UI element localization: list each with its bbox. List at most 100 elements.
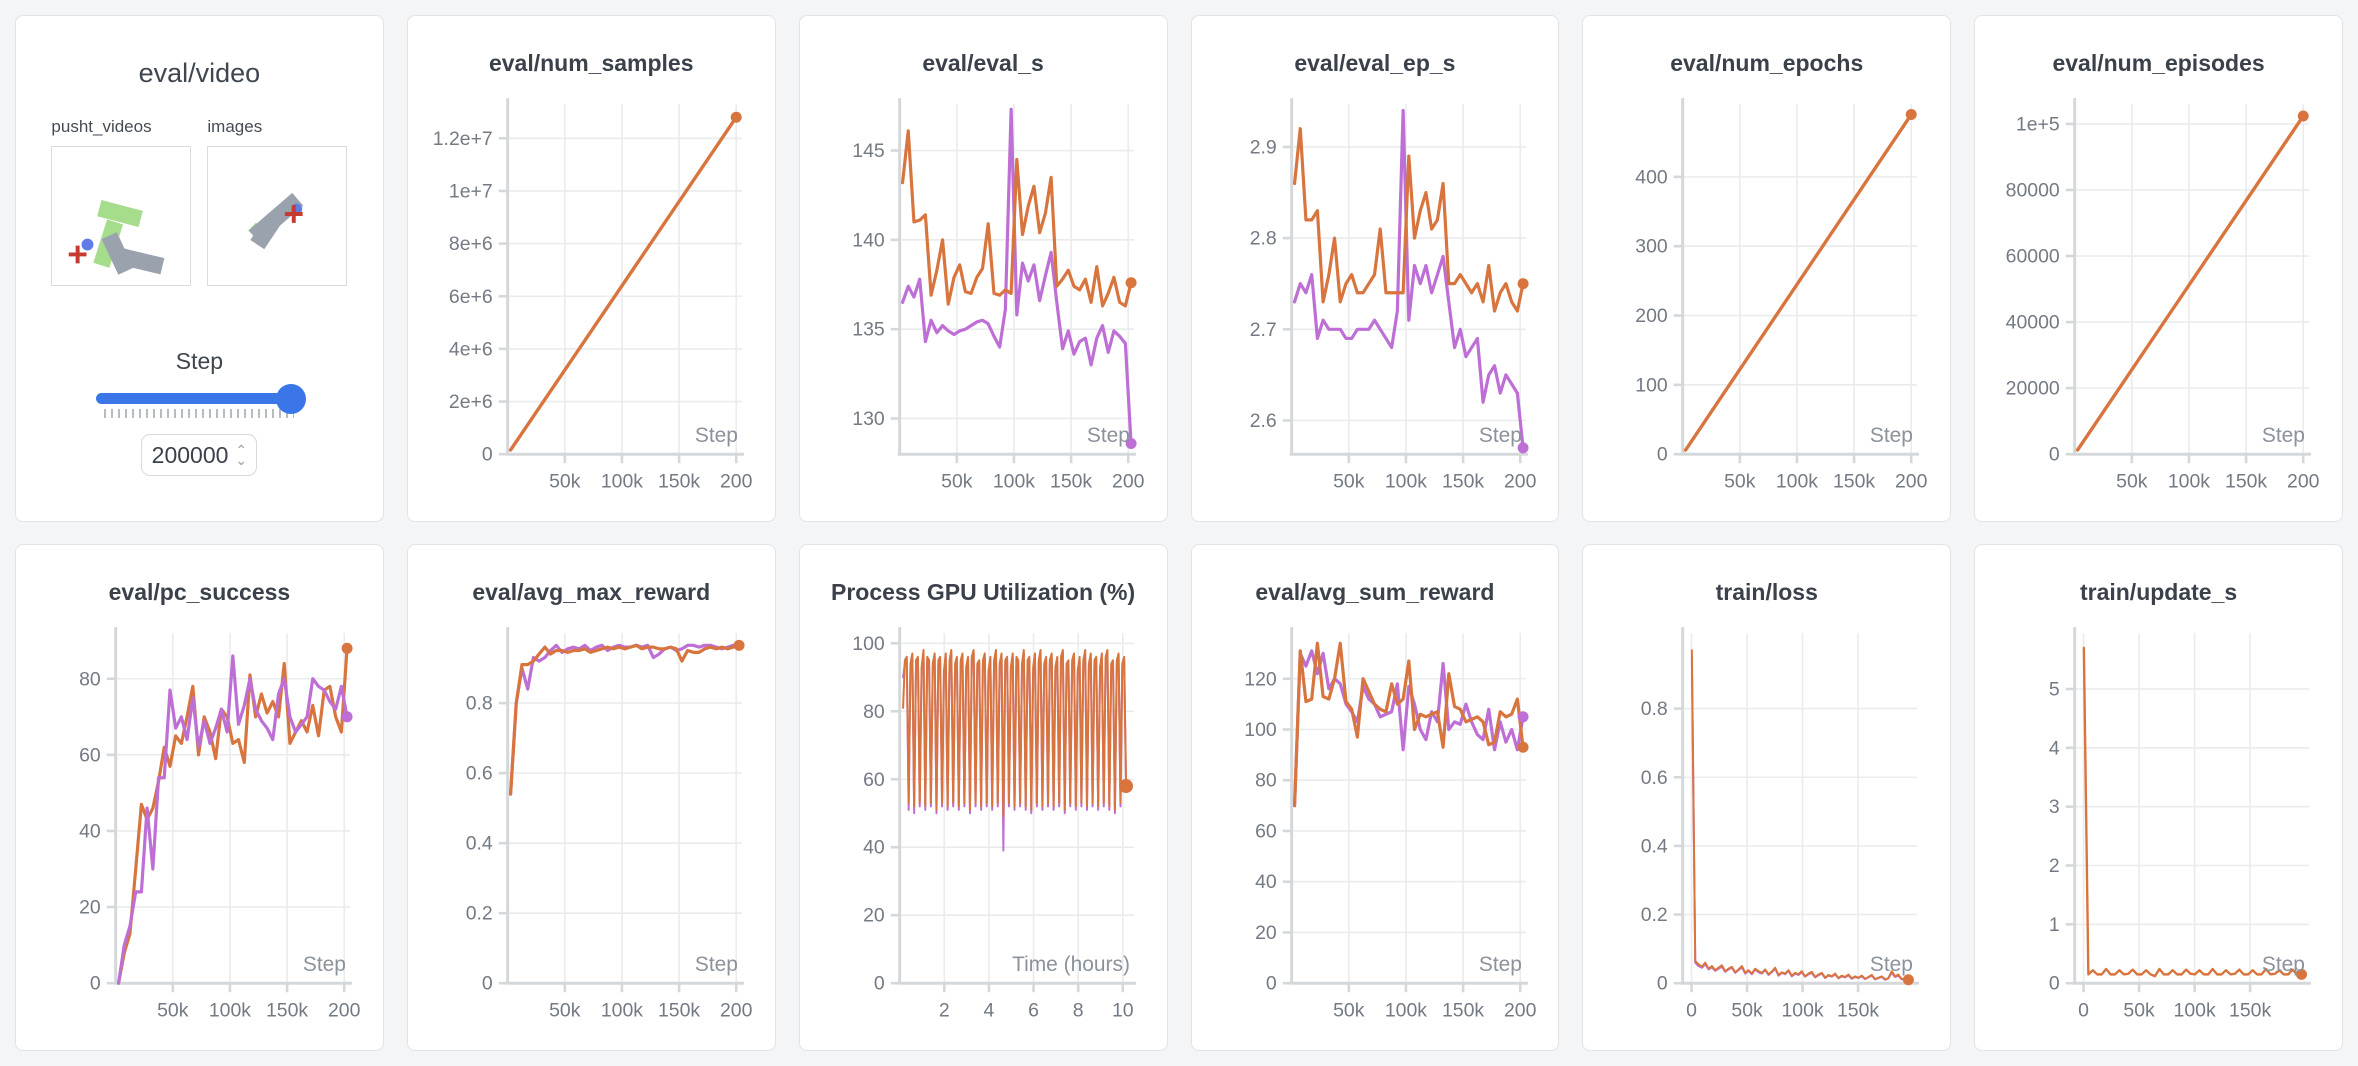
x-tick-label: 100k xyxy=(1776,470,1818,492)
x-tick-label: 200 xyxy=(1503,470,1536,492)
chart-title: eval/num_epochs xyxy=(1670,50,1864,76)
y-tick-label: 2.8 xyxy=(1249,227,1276,249)
pusht-video-thumbnail[interactable] xyxy=(51,146,192,286)
pusht-video-frame xyxy=(69,200,165,275)
step-number-input[interactable]: 200000 ⌃ ⌄ xyxy=(141,434,258,476)
chart-canvas[interactable]: 50k 100k 150k 200 0 20 40 60 80 Step xyxy=(16,607,383,1050)
chart-canvas[interactable]: 50k 100k 150k 200 130 135 140 145 Step xyxy=(800,78,1167,521)
step-slider[interactable] xyxy=(96,383,307,418)
y-tick-label: 130 xyxy=(852,408,885,430)
panel-eval-num-samples: eval/num_samples 50k 100k 150k 200 0 2e+6 4e+6 6… xyxy=(406,15,776,522)
y-tick-label: 145 xyxy=(852,140,885,162)
axes xyxy=(1674,97,1920,463)
x-tick-label: 50k xyxy=(1333,999,1365,1021)
series-end-dot-orange-run xyxy=(733,639,745,651)
x-axis-title: Step xyxy=(1870,424,1913,447)
y-tick-label: 0.2 xyxy=(466,902,493,924)
gridlines xyxy=(2074,632,2310,984)
x-axis-title: Step xyxy=(1478,953,1521,976)
step-slider-label: Step xyxy=(175,348,224,374)
chart-title: train/loss xyxy=(1715,579,1818,605)
y-tick-label: 100 xyxy=(852,632,885,654)
series-end-dot-purple-run xyxy=(1517,710,1529,722)
x-tick-label: 100k xyxy=(2174,999,2216,1021)
series-line-purple-run xyxy=(1292,108,1525,449)
panel-train-loss: train/loss 0 50k 100k 150k 0 0.2 0.4 0.6 0.8 Step xyxy=(1582,544,1952,1051)
y-tick-label: 300 xyxy=(1636,235,1669,257)
series-line-orange-run xyxy=(116,646,349,985)
images-column: images xyxy=(207,117,348,286)
chart-canvas[interactable]: 50k 100k 150k 200 0 20000 40000 60000 80000 1e+5 S… xyxy=(1975,78,2342,521)
spinner-up-icon[interactable]: ⌃ xyxy=(235,442,248,458)
series-line-orange-run xyxy=(2082,646,2303,977)
y-tick-label: 0 xyxy=(1657,443,1668,465)
images-thumbnail[interactable] xyxy=(207,146,348,286)
series-end-dots xyxy=(1125,276,1137,449)
x-tick-label: 100k xyxy=(209,999,251,1021)
x-tick-label: 50k xyxy=(157,999,189,1021)
y-tick-label: 80 xyxy=(1255,769,1277,791)
chart-canvas[interactable]: 50k 100k 150k 200 0 20 40 60 80 100 120 Step xyxy=(1192,607,1559,1050)
series-end-dots xyxy=(341,642,353,722)
series-line-orange-run xyxy=(901,648,1127,818)
x-tick-label: 150k xyxy=(2229,999,2271,1021)
series-end-dot-orange-run xyxy=(1903,973,1915,985)
series-end-dots xyxy=(1906,108,1918,120)
green-tee-bar xyxy=(97,200,144,228)
y-tick-label: 60 xyxy=(79,744,101,766)
y-tick-label: 2 xyxy=(2049,855,2060,877)
gray-tee-stem xyxy=(250,213,283,250)
x-axis-title: Step xyxy=(695,424,738,447)
x-tick-label: 200 xyxy=(1895,470,1928,492)
axes xyxy=(498,97,744,463)
series-end-dots xyxy=(2297,110,2309,122)
chart-canvas[interactable]: 50k 100k 150k 200 2.6 2.7 2.8 2.9 Step xyxy=(1192,78,1559,521)
x-tick-label: 8 xyxy=(1072,999,1083,1021)
step-slider-thumb[interactable] xyxy=(276,383,307,414)
x-tick-label: 150k xyxy=(1833,470,1875,492)
y-tick-label: 0 xyxy=(482,972,493,994)
gray-tee-stem xyxy=(115,247,165,275)
x-axis-title: Step xyxy=(1870,953,1913,976)
y-tick-label: 0.8 xyxy=(466,692,493,714)
series-end-dot-orange-run xyxy=(730,111,742,123)
y-tick-label: 0.4 xyxy=(1641,835,1668,857)
x-tick-label: 2 xyxy=(939,999,950,1021)
x-axis-title: Step xyxy=(695,953,738,976)
x-axis-title: Step xyxy=(2262,953,2305,976)
y-tick-label: 60 xyxy=(863,768,885,790)
tick-labels: 0 50k 100k 150k 0 0.2 0.4 0.6 0.8 Step xyxy=(1641,698,1913,1021)
step-value[interactable]: 200000 xyxy=(151,441,229,468)
x-tick-label: 150k xyxy=(658,470,700,492)
tick-labels: 0 50k 100k 150k 0 1 2 3 4 5 Step xyxy=(2049,678,2305,1021)
x-tick-label: 100k xyxy=(993,470,1035,492)
gridlines xyxy=(507,103,742,455)
series-line-orange-run xyxy=(1292,126,1525,313)
panel-eval-num-epochs: eval/num_epochs 50k 100k 150k 200 0 100 200 300 4… xyxy=(1582,15,1952,522)
step-slider-track[interactable] xyxy=(96,383,307,414)
axes xyxy=(890,626,1136,992)
y-tick-label: 80 xyxy=(79,668,101,690)
chart-canvas[interactable]: 0 50k 100k 150k 0 1 2 3 4 5 Step xyxy=(1975,607,2342,1050)
x-tick-label: 0 xyxy=(1686,999,1697,1021)
y-tick-label: 20 xyxy=(863,904,885,926)
series-end-dots xyxy=(733,639,745,651)
series-end-dot-purple-run xyxy=(1125,437,1137,449)
chart-canvas[interactable]: 50k 100k 150k 200 0 100 200 300 400 Step xyxy=(1583,78,1950,521)
spinner-down-icon[interactable]: ⌄ xyxy=(235,452,248,468)
panel-process-gpu-utilization: Process GPU Utilization (%) 2 4 6 8 10 0 20 40 60… xyxy=(798,544,1168,1051)
panel-eval-num-episodes: eval/num_episodes 50k 100k 150k 200 0 20000 400… xyxy=(1974,15,2343,522)
y-tick-label: 0.6 xyxy=(466,762,493,784)
series-line-orange-run xyxy=(1684,112,1914,452)
x-tick-label: 0 xyxy=(2078,999,2089,1021)
y-tick-label: 8e+6 xyxy=(449,233,493,255)
chart-canvas[interactable]: 50k 100k 150k 200 0 0.2 0.4 0.6 0.8 Step xyxy=(408,607,775,1050)
chart-canvas[interactable]: 50k 100k 150k 200 0 2e+6 4e+6 6e+6 8e+6 1e+7 1.2e+… xyxy=(408,78,775,521)
chart-canvas[interactable]: 0 50k 100k 150k 0 0.2 0.4 0.6 0.8 Step xyxy=(1583,607,1950,1050)
y-tick-label: 100 xyxy=(1244,719,1277,741)
y-tick-label: 0.2 xyxy=(1641,904,1668,926)
series-lines xyxy=(900,107,1133,445)
x-axis-title: Step xyxy=(2262,424,2305,447)
